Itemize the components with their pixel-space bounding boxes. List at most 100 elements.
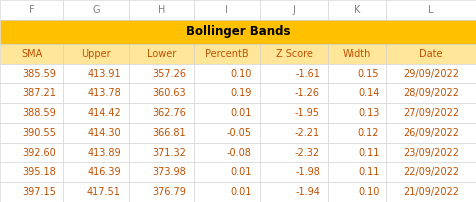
Bar	[63, 44, 129, 64]
Text: H: H	[158, 5, 165, 15]
Text: SMA: SMA	[21, 49, 42, 59]
Bar	[328, 162, 387, 182]
Text: L: L	[428, 5, 434, 15]
Bar	[0, 103, 63, 123]
Text: 0.10: 0.10	[358, 187, 379, 197]
Text: 395.18: 395.18	[22, 167, 56, 177]
Bar	[328, 0, 387, 20]
Bar	[259, 182, 328, 202]
Text: 397.15: 397.15	[22, 187, 56, 197]
Text: G: G	[92, 5, 100, 15]
Text: 0.10: 0.10	[230, 68, 252, 79]
Bar	[259, 0, 328, 20]
Bar	[328, 64, 387, 83]
Text: 413.91: 413.91	[87, 68, 121, 79]
Text: -2.32: -2.32	[295, 148, 320, 158]
Text: 376.79: 376.79	[152, 187, 186, 197]
Text: -1.94: -1.94	[295, 187, 320, 197]
Text: 392.60: 392.60	[22, 148, 56, 158]
Bar	[387, 103, 476, 123]
Text: 387.21: 387.21	[22, 88, 56, 98]
Text: 0.01: 0.01	[230, 108, 252, 118]
Text: Date: Date	[419, 49, 443, 59]
Bar	[0, 182, 63, 202]
Text: F: F	[29, 5, 34, 15]
Bar	[259, 162, 328, 182]
Text: K: K	[354, 5, 360, 15]
Bar	[63, 83, 129, 103]
Text: 414.30: 414.30	[87, 128, 121, 138]
Bar	[194, 123, 259, 143]
Bar	[129, 162, 194, 182]
Bar	[63, 64, 129, 83]
Text: -2.21: -2.21	[295, 128, 320, 138]
Text: Bollinger Bands: Bollinger Bands	[186, 25, 290, 38]
Text: 413.78: 413.78	[87, 88, 121, 98]
Bar	[0, 162, 63, 182]
Bar	[328, 103, 387, 123]
Text: Upper: Upper	[81, 49, 111, 59]
Text: 0.19: 0.19	[230, 88, 252, 98]
Text: 0.15: 0.15	[358, 68, 379, 79]
Text: 390.55: 390.55	[22, 128, 56, 138]
Text: Z Score: Z Score	[276, 49, 312, 59]
Bar	[129, 143, 194, 162]
Text: 0.01: 0.01	[230, 187, 252, 197]
Bar	[387, 162, 476, 182]
Text: Lower: Lower	[147, 49, 176, 59]
Bar	[387, 64, 476, 83]
Bar	[129, 103, 194, 123]
Text: 417.51: 417.51	[87, 187, 121, 197]
Text: 0.11: 0.11	[358, 148, 379, 158]
Bar	[63, 0, 129, 20]
Bar	[0, 143, 63, 162]
Bar	[0, 0, 63, 20]
Bar	[63, 123, 129, 143]
Bar	[194, 44, 259, 64]
Text: 0.13: 0.13	[358, 108, 379, 118]
Text: 0.12: 0.12	[358, 128, 379, 138]
Text: 26/09/2022: 26/09/2022	[403, 128, 459, 138]
Bar	[129, 123, 194, 143]
Bar	[194, 182, 259, 202]
Text: -1.95: -1.95	[295, 108, 320, 118]
Bar	[0, 83, 63, 103]
Bar	[328, 83, 387, 103]
Text: 23/09/2022: 23/09/2022	[403, 148, 459, 158]
Text: -1.26: -1.26	[295, 88, 320, 98]
Text: 414.42: 414.42	[87, 108, 121, 118]
Text: 0.01: 0.01	[230, 167, 252, 177]
Bar	[129, 0, 194, 20]
Bar	[0, 44, 63, 64]
Text: -1.98: -1.98	[295, 167, 320, 177]
Bar	[194, 64, 259, 83]
Bar	[129, 182, 194, 202]
Bar	[129, 64, 194, 83]
Text: 413.89: 413.89	[87, 148, 121, 158]
Bar	[328, 123, 387, 143]
Bar	[63, 143, 129, 162]
Bar	[194, 83, 259, 103]
Bar	[194, 0, 259, 20]
Bar	[194, 143, 259, 162]
Bar	[129, 83, 194, 103]
Bar	[328, 143, 387, 162]
Bar	[194, 162, 259, 182]
Text: -0.05: -0.05	[227, 128, 252, 138]
Bar	[63, 103, 129, 123]
Text: 0.14: 0.14	[358, 88, 379, 98]
Bar	[387, 123, 476, 143]
Bar	[328, 182, 387, 202]
Bar	[0, 20, 476, 44]
Bar	[129, 44, 194, 64]
Text: 28/09/2022: 28/09/2022	[403, 88, 459, 98]
Bar	[387, 182, 476, 202]
Text: 360.63: 360.63	[153, 88, 186, 98]
Bar	[259, 123, 328, 143]
Bar	[259, 64, 328, 83]
Text: -0.08: -0.08	[227, 148, 252, 158]
Bar	[194, 103, 259, 123]
Text: 357.26: 357.26	[152, 68, 186, 79]
Text: I: I	[226, 5, 228, 15]
Bar	[259, 44, 328, 64]
